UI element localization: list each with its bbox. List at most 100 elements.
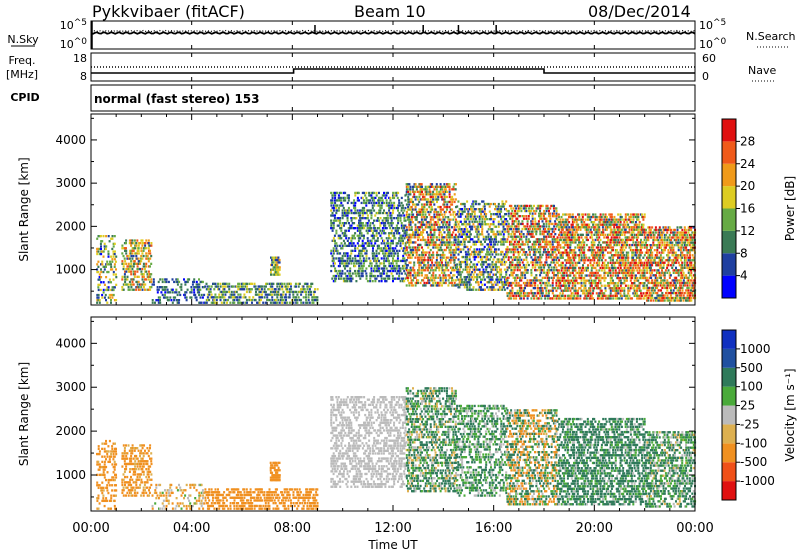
nsky-label: N.Sky [7, 33, 39, 46]
data-cell [98, 276, 101, 279]
data-cell [484, 288, 487, 291]
data-cell [587, 249, 590, 252]
data-cell [379, 217, 382, 220]
data-cell [405, 213, 408, 216]
data-cell [462, 238, 465, 241]
data-cell [418, 233, 421, 236]
data-cell [388, 274, 391, 278]
data-cell [430, 185, 433, 188]
data-cell [384, 232, 387, 235]
data-cell [336, 244, 339, 247]
data-cell [409, 269, 412, 272]
data-cell [123, 275, 126, 278]
data-cell [361, 274, 364, 278]
data-cell [130, 283, 133, 286]
data-cell [434, 269, 437, 272]
data-cell [467, 235, 470, 238]
data-cell [498, 288, 501, 291]
data-cell [541, 289, 544, 292]
data-cell [565, 271, 568, 275]
data-cell [427, 269, 430, 272]
data-cell [468, 233, 471, 236]
data-cell [539, 274, 542, 277]
data-cell [534, 266, 537, 269]
data-cell [573, 266, 576, 270]
data-cell [576, 261, 579, 264]
data-cell [476, 281, 479, 284]
data-cell [361, 249, 364, 252]
data-cell [200, 293, 203, 297]
data-cell [453, 253, 456, 257]
data-cell [463, 260, 466, 264]
data-cell [338, 222, 341, 225]
data-cell [307, 296, 310, 299]
data-cell [487, 238, 490, 241]
data-cell [125, 270, 128, 273]
data-cell [592, 246, 595, 249]
data-cell [545, 294, 548, 297]
data-cell [391, 204, 394, 207]
data-cell [443, 193, 446, 196]
data-cell [437, 264, 440, 267]
data-cell [344, 254, 347, 258]
data-cell [521, 276, 524, 279]
data-cell [565, 289, 568, 292]
data-cell [580, 271, 583, 275]
data-cell [492, 233, 495, 236]
data-cell [584, 287, 587, 290]
data-cell [589, 231, 592, 234]
data-cell [286, 301, 289, 304]
data-cell [507, 256, 510, 259]
data-cell [466, 253, 469, 256]
data-cell [392, 257, 395, 260]
freq-tick-top: 18 [73, 52, 87, 65]
data-cell [561, 221, 564, 224]
data-cell [383, 217, 386, 220]
data-cell [409, 233, 412, 236]
data-cell [553, 266, 556, 269]
data-cell [126, 267, 129, 271]
data-cell [511, 261, 514, 264]
data-cell [574, 292, 577, 295]
data-cell [530, 271, 533, 274]
data-cell [566, 246, 569, 249]
data-cell [402, 242, 405, 245]
data-cell [105, 265, 108, 268]
data-cell [511, 235, 514, 238]
data-cell [588, 215, 591, 219]
data-cell [133, 239, 136, 242]
data-cell [583, 251, 586, 254]
data-cell [503, 218, 506, 221]
data-cell [385, 272, 388, 275]
data-cell [569, 297, 572, 300]
data-cell [448, 259, 451, 262]
data-cell [241, 285, 244, 288]
data-cell [500, 263, 503, 266]
data-cell [566, 282, 569, 285]
data-cell [521, 227, 524, 231]
data-cell [215, 298, 218, 302]
data-cell [337, 274, 340, 278]
data-cell [429, 221, 432, 224]
data-cell [307, 290, 310, 294]
data-cell [584, 223, 587, 226]
nave-label: Nave [748, 64, 776, 77]
data-cell [354, 269, 357, 273]
data-cell [516, 269, 519, 272]
data-cell [509, 248, 512, 251]
data-cell [432, 233, 435, 236]
data-cell [150, 262, 153, 265]
data-cell [299, 290, 302, 294]
data-cell [497, 202, 500, 206]
data-cell [495, 233, 498, 236]
data-cell [535, 227, 538, 231]
data-cell [503, 255, 506, 259]
data-cell [433, 213, 436, 216]
data-cell [519, 289, 522, 292]
data-cell [559, 243, 562, 247]
data-cell [542, 227, 545, 231]
data-cell [370, 194, 373, 197]
data-cell [145, 254, 148, 258]
data-cell [127, 265, 130, 268]
data-cell [431, 208, 434, 211]
